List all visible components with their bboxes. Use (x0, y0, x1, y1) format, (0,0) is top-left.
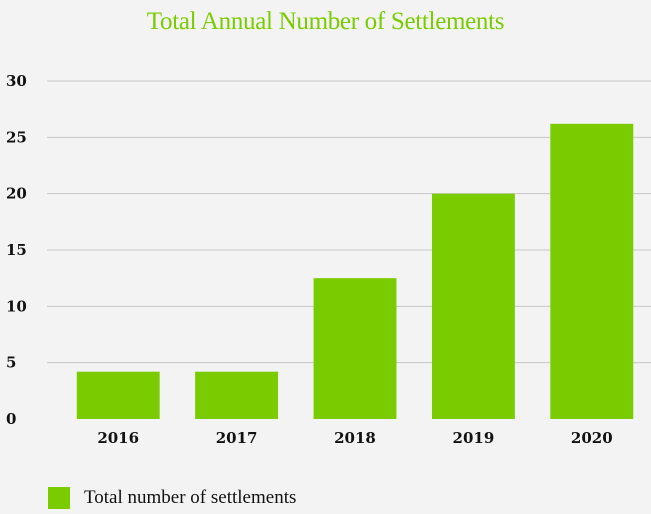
y-tick-label: 0 (6, 410, 16, 428)
x-category-label: 2020 (571, 429, 613, 447)
bar-2019 (431, 193, 515, 419)
x-category-label: 2019 (453, 429, 495, 447)
y-tick-label: 10 (6, 297, 27, 315)
legend-swatch (48, 487, 70, 509)
bar-2016 (76, 371, 160, 419)
bar-2020 (550, 123, 634, 420)
chart-title: Total Annual Number of Settlements (146, 8, 505, 35)
y-tick-label: 15 (6, 241, 27, 259)
bars (76, 123, 634, 420)
x-category-label: 2017 (216, 429, 258, 447)
y-tick-label: 25 (6, 128, 27, 146)
y-tick-label: 5 (6, 354, 16, 372)
y-tick-label: 20 (6, 185, 27, 203)
x-category-label: 2018 (334, 429, 376, 447)
bar-2017 (195, 371, 279, 419)
y-tick-label: 30 (6, 72, 27, 90)
x-category-label: 2016 (97, 429, 139, 447)
legend: Total number of settlements (48, 486, 296, 510)
legend-label: Total number of settlements (84, 487, 297, 508)
y-axis-tick-labels: 0 5 10 15 20 25 30 (6, 72, 27, 428)
bar-2018 (313, 278, 397, 419)
x-axis-category-labels: 2016 2017 2018 2019 2020 (97, 429, 612, 447)
